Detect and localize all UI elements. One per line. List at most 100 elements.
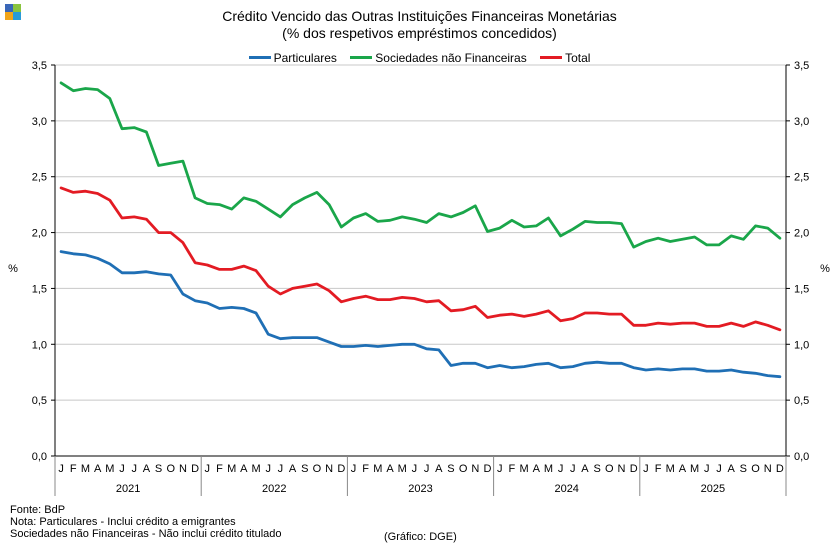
y-axis-label-left: % bbox=[8, 263, 18, 275]
logo-icon bbox=[5, 4, 21, 20]
x-tick-label-month: D bbox=[630, 463, 638, 475]
x-tick-label-month: J bbox=[570, 463, 576, 475]
x-tick-label-month: F bbox=[655, 463, 662, 475]
legend-item-sociedades: Sociedades não Financeiras bbox=[350, 50, 527, 66]
y-axis-label-right: % bbox=[820, 263, 830, 275]
x-tick-label-month: S bbox=[301, 463, 308, 475]
x-tick-label-month: J bbox=[205, 463, 211, 475]
x-tick-label-month: S bbox=[155, 463, 162, 475]
x-tick-label-month: F bbox=[509, 463, 516, 475]
y-tick-label-right: 2,0 bbox=[794, 228, 809, 240]
x-tick-label-month: J bbox=[716, 463, 722, 475]
x-tick-label-month: N bbox=[179, 463, 187, 475]
x-tick-label-month: A bbox=[143, 463, 151, 475]
series-line-particulares bbox=[59, 250, 782, 379]
x-tick-label-month: D bbox=[484, 463, 492, 475]
gridlines bbox=[55, 64, 786, 401]
x-tick-label-month: D bbox=[776, 463, 784, 475]
x-tick-label-month: J bbox=[643, 463, 649, 475]
x-tick-label-month: M bbox=[81, 463, 90, 475]
x-tick-label-month: M bbox=[690, 463, 699, 475]
legend-swatch-particulares bbox=[248, 56, 271, 59]
x-tick-label-month: N bbox=[471, 463, 479, 475]
x-tick-label-month: A bbox=[728, 463, 736, 475]
footer-source-note: (Gráfico: DGE) bbox=[384, 531, 457, 543]
y-tick-label-left: 0,5 bbox=[32, 395, 47, 407]
x-tick-label-month: A bbox=[289, 463, 297, 475]
x-tick-label-month: N bbox=[325, 463, 333, 475]
x-tick-label-month: J bbox=[351, 463, 357, 475]
x-tick-label-month: J bbox=[497, 463, 503, 475]
x-tick-label-month: D bbox=[337, 463, 345, 475]
axes bbox=[51, 64, 790, 457]
y-axis-right-ticks: 0,0 0,5 1,0 1,5 2,0 2,5 3,0 3,5 bbox=[794, 60, 809, 463]
x-tick-label-month: J bbox=[119, 463, 125, 475]
x-tick-label-month: F bbox=[216, 463, 223, 475]
y-tick-label-left: 2,5 bbox=[32, 172, 47, 184]
series-lines bbox=[59, 81, 782, 379]
legend-item-particulares: Particulares bbox=[248, 50, 337, 66]
y-tick-label-left: 1,0 bbox=[32, 339, 47, 351]
y-tick-label-left: 0,0 bbox=[32, 451, 47, 463]
x-tick-label-month: M bbox=[227, 463, 236, 475]
y-tick-label-left: 2,0 bbox=[32, 228, 47, 240]
y-tick-label-right: 3,0 bbox=[794, 116, 809, 128]
x-tick-label-year: 2022 bbox=[262, 483, 286, 495]
x-tick-label-month: M bbox=[398, 463, 407, 475]
series-line-total bbox=[59, 186, 782, 332]
x-tick-label-month: M bbox=[373, 463, 382, 475]
legend-label-particulares: Particulares bbox=[273, 50, 337, 65]
footer-note-2: Sociedades não Financeiras - Não inclui … bbox=[10, 528, 282, 540]
x-tick-label-month: M bbox=[251, 463, 260, 475]
y-tick-label-left: 1,5 bbox=[32, 283, 47, 295]
x-tick-label-month: N bbox=[764, 463, 772, 475]
x-tick-label-month: O bbox=[605, 463, 614, 475]
x-tick-label-month: O bbox=[166, 463, 175, 475]
legend-label-total: Total bbox=[565, 50, 591, 65]
y-axis-left-ticks: 0,0 0,5 1,0 1,5 2,0 2,5 3,0 3,5 bbox=[32, 60, 47, 463]
x-tick-label-year: 2024 bbox=[554, 483, 578, 495]
chart-subtitle: (% dos respetivos empréstimos concedidos… bbox=[282, 25, 557, 41]
x-tick-label-month: F bbox=[70, 463, 77, 475]
x-tick-label-month: D bbox=[191, 463, 199, 475]
footer-note-1: Nota: Particulares - Inclui crédito a em… bbox=[10, 516, 236, 528]
x-tick-label-month: A bbox=[94, 463, 102, 475]
x-tick-label-month: S bbox=[740, 463, 747, 475]
x-tick-label-month: A bbox=[386, 463, 394, 475]
x-tick-label-month: J bbox=[704, 463, 710, 475]
y-tick-label-left: 3,5 bbox=[32, 60, 47, 72]
chart-legend: Particulares Sociedades não Financeiras … bbox=[0, 47, 839, 66]
x-tick-label-year: 2023 bbox=[408, 483, 432, 495]
y-tick-label-right: 0,5 bbox=[794, 395, 809, 407]
chart-title: Crédito Vencido das Outras Instituições … bbox=[222, 8, 617, 24]
x-tick-label-month: J bbox=[265, 463, 271, 475]
legend-label-sociedades: Sociedades não Financeiras bbox=[375, 50, 527, 65]
x-tick-label-month: A bbox=[533, 463, 541, 475]
x-tick-label-month: M bbox=[519, 463, 528, 475]
x-tick-label-month: J bbox=[412, 463, 418, 475]
x-tick-label-month: J bbox=[58, 463, 64, 475]
legend-swatch-total bbox=[540, 56, 563, 59]
x-tick-label-month: A bbox=[435, 463, 443, 475]
footer-source: Fonte: BdP bbox=[10, 504, 66, 516]
x-tick-label-month: A bbox=[581, 463, 589, 475]
y-tick-label-right: 3,5 bbox=[794, 60, 809, 72]
legend-swatch-sociedades bbox=[350, 56, 373, 59]
x-tick-label-month: J bbox=[131, 463, 137, 475]
x-tick-label-month: M bbox=[666, 463, 675, 475]
x-tick-label-year: 2025 bbox=[701, 483, 725, 495]
x-tick-label-month: M bbox=[105, 463, 114, 475]
x-tick-label-month: O bbox=[313, 463, 322, 475]
footer-notes: Fonte: BdP Nota: Particulares - Inclui c… bbox=[10, 504, 282, 540]
x-tick-label-month: S bbox=[593, 463, 600, 475]
x-tick-label-month: N bbox=[618, 463, 626, 475]
y-tick-label-right: 2,5 bbox=[794, 172, 809, 184]
chart-title-block: Crédito Vencido das Outras Instituições … bbox=[0, 8, 839, 42]
x-tick-label-month: F bbox=[362, 463, 369, 475]
y-tick-label-left: 3,0 bbox=[32, 116, 47, 128]
x-tick-label-month: M bbox=[544, 463, 553, 475]
x-tick-label-month: A bbox=[240, 463, 248, 475]
y-tick-label-right: 1,5 bbox=[794, 283, 809, 295]
